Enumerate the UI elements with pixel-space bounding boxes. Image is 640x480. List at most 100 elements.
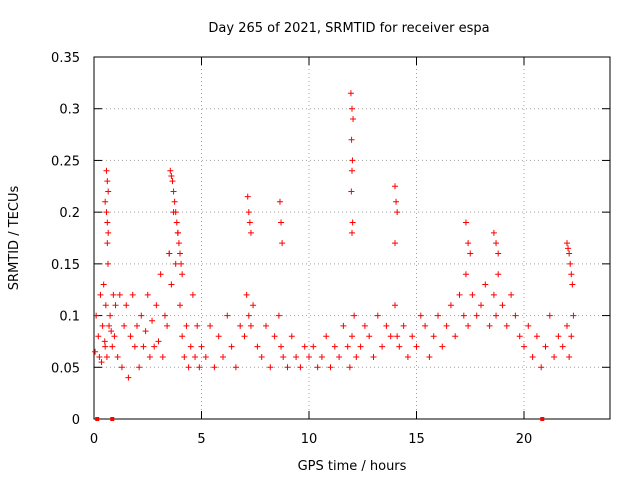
data-point xyxy=(166,250,173,257)
data-point xyxy=(121,322,128,329)
data-point xyxy=(267,364,274,371)
data-point xyxy=(297,364,304,371)
data-point xyxy=(323,333,330,340)
data-point xyxy=(101,338,108,345)
data-point xyxy=(490,291,497,298)
data-point xyxy=(108,328,115,335)
data-point xyxy=(499,302,506,309)
data-point xyxy=(417,312,424,319)
data-point xyxy=(92,348,99,355)
data-point xyxy=(344,343,351,350)
data-point xyxy=(125,374,132,381)
data-point xyxy=(232,364,239,371)
data-point xyxy=(271,333,278,340)
data-point xyxy=(280,353,287,360)
data-point xyxy=(103,167,110,174)
data-point xyxy=(318,353,325,360)
data-point xyxy=(157,271,164,278)
axis-zero-marker xyxy=(110,417,115,421)
data-point xyxy=(245,209,252,216)
data-point xyxy=(247,229,254,236)
data-point xyxy=(349,167,355,174)
data-point xyxy=(138,312,145,319)
data-point xyxy=(486,322,493,329)
data-point xyxy=(374,312,381,319)
data-point xyxy=(478,302,484,309)
data-point xyxy=(228,343,235,350)
y-tick-label: 0.3 xyxy=(59,103,80,118)
data-point xyxy=(105,229,112,236)
data-point xyxy=(110,291,117,298)
data-point xyxy=(192,353,199,360)
data-point xyxy=(250,302,257,309)
data-point xyxy=(189,291,196,298)
data-point xyxy=(301,343,308,350)
data-point xyxy=(404,353,411,360)
chart-title: Day 265 of 2021, SRMTID for receiver esp… xyxy=(208,21,489,36)
data-point xyxy=(569,281,576,288)
data-point xyxy=(175,240,182,247)
data-point xyxy=(168,281,175,288)
data-point xyxy=(288,333,295,340)
data-point xyxy=(284,364,291,371)
data-point xyxy=(465,322,472,329)
y-tick-label: 0.25 xyxy=(51,154,80,169)
data-point xyxy=(173,219,180,226)
data-point xyxy=(198,343,205,350)
data-point xyxy=(361,322,368,329)
data-point xyxy=(349,105,355,112)
data-point xyxy=(174,229,181,236)
data-point xyxy=(241,333,248,340)
data-point xyxy=(159,353,166,360)
data-point xyxy=(349,157,356,164)
data-point xyxy=(439,343,446,350)
data-point xyxy=(168,172,175,179)
data-point xyxy=(387,333,394,340)
data-point xyxy=(340,322,347,329)
data-point xyxy=(244,193,251,200)
data-point xyxy=(155,338,162,345)
data-point xyxy=(220,353,226,360)
data-point xyxy=(183,322,190,329)
x-tick-label: 0 xyxy=(90,432,98,447)
data-point xyxy=(447,302,454,309)
data-point xyxy=(435,312,441,319)
data-point xyxy=(462,271,469,278)
data-point xyxy=(452,333,459,340)
data-point xyxy=(533,333,540,340)
data-point xyxy=(348,136,355,143)
data-point xyxy=(161,312,168,319)
data-point xyxy=(95,333,102,340)
data-point xyxy=(102,343,109,350)
data-points xyxy=(92,90,577,381)
data-point xyxy=(109,343,116,350)
data-point xyxy=(347,90,354,97)
data-point xyxy=(426,353,433,360)
data-point xyxy=(555,333,562,340)
data-point xyxy=(473,312,480,319)
data-point xyxy=(97,291,104,298)
data-point xyxy=(383,322,390,329)
data-point xyxy=(118,364,125,371)
data-point xyxy=(102,198,109,205)
data-point xyxy=(194,322,201,329)
data-point xyxy=(443,322,450,329)
data-point xyxy=(146,353,153,360)
data-point xyxy=(495,250,502,257)
data-point xyxy=(482,281,489,288)
data-point xyxy=(237,322,244,329)
data-point xyxy=(224,312,231,319)
x-tick-label: 15 xyxy=(408,432,425,447)
data-point xyxy=(111,333,118,340)
axis-ticks: 0 0.05 0.1 0.15 0.2 0.25 0.3 0.35 0 5 10 15 20 xyxy=(51,51,610,447)
data-point xyxy=(327,364,334,371)
data-point xyxy=(100,281,107,288)
data-point xyxy=(164,322,171,329)
data-point xyxy=(490,229,497,236)
data-point xyxy=(392,183,398,190)
data-point xyxy=(167,167,174,174)
data-point xyxy=(275,312,282,319)
data-point xyxy=(348,188,355,195)
data-point xyxy=(144,291,151,298)
data-point xyxy=(202,353,209,360)
